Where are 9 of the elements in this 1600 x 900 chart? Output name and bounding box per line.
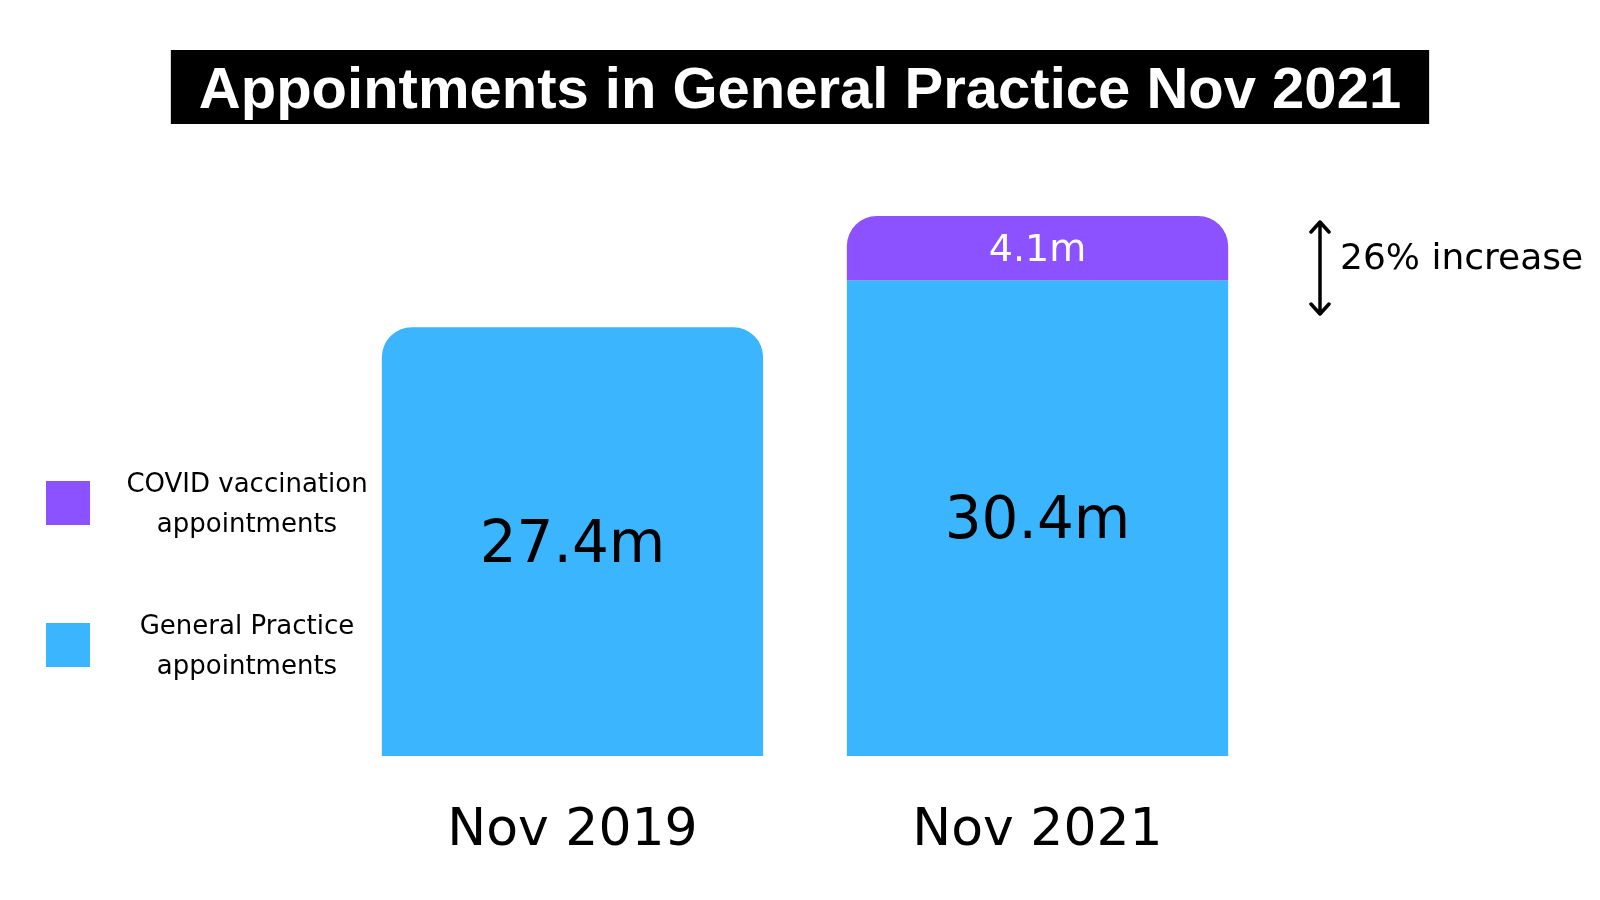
x-tick-label: Nov 2021 — [912, 797, 1163, 857]
chart-title: Appointments in General Practice Nov 2021 — [198, 54, 1402, 120]
data-label: 27.4m — [479, 507, 666, 576]
x-tick-label: Nov 2019 — [447, 797, 698, 857]
legend-label: General Practice appointments — [138, 609, 356, 682]
data-label: 4.1m — [988, 226, 1087, 271]
data-label: 30.4m — [944, 484, 1131, 553]
text: 26% increase — [1340, 236, 1584, 277]
legend-label: COVID vaccination appointments — [125, 467, 369, 540]
